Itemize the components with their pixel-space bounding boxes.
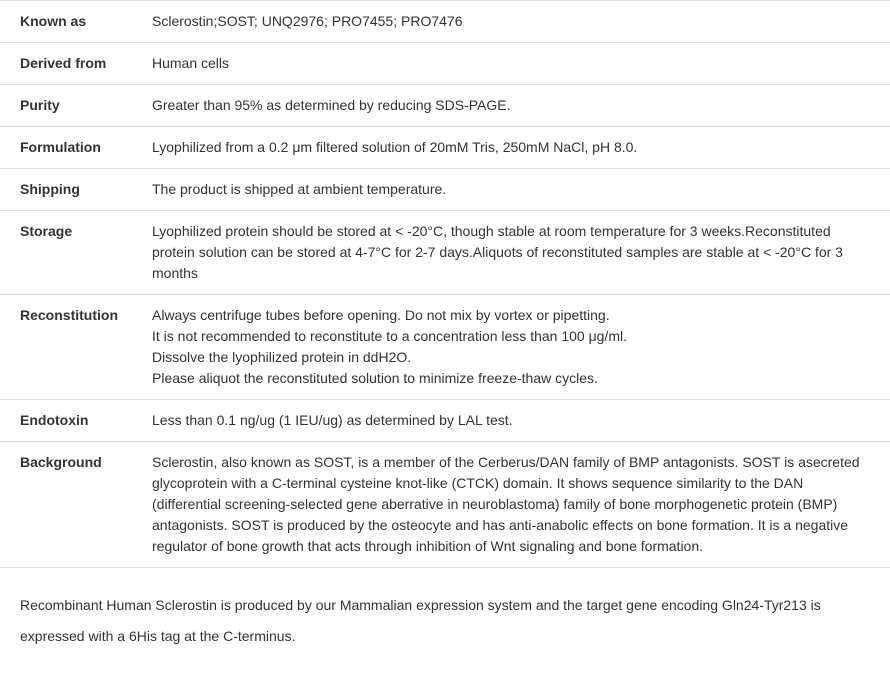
table-row: Derived fromHuman cells xyxy=(0,43,890,85)
value-line: Dissolve the lyophilized protein in ddH2… xyxy=(152,347,870,368)
table-row: BackgroundSclerostin, also known as SOST… xyxy=(0,442,890,568)
row-label: Derived from xyxy=(0,43,132,85)
row-value: Human cells xyxy=(132,43,890,85)
table-row: StorageLyophilized protein should be sto… xyxy=(0,211,890,295)
spec-table: Known asSclerostin;SOST; UNQ2976; PRO745… xyxy=(0,0,890,568)
table-row: PurityGreater than 95% as determined by … xyxy=(0,85,890,127)
row-label: Storage xyxy=(0,211,132,295)
row-value: Sclerostin;SOST; UNQ2976; PRO7455; PRO74… xyxy=(132,1,890,43)
row-label: Reconstitution xyxy=(0,295,132,400)
row-value: The product is shipped at ambient temper… xyxy=(132,169,890,211)
value-line: Please aliquot the reconstituted solutio… xyxy=(152,368,870,389)
table-row: EndotoxinLess than 0.1 ng/ug (1 IEU/ug) … xyxy=(0,400,890,442)
table-row: ShippingThe product is shipped at ambien… xyxy=(0,169,890,211)
row-value: Always centrifuge tubes before opening. … xyxy=(132,295,890,400)
row-label: Background xyxy=(0,442,132,568)
footer-description: Recombinant Human Sclerostin is produced… xyxy=(0,568,890,652)
row-label: Formulation xyxy=(0,127,132,169)
row-value: Greater than 95% as determined by reduci… xyxy=(132,85,890,127)
row-label: Endotoxin xyxy=(0,400,132,442)
spec-table-body: Known asSclerostin;SOST; UNQ2976; PRO745… xyxy=(0,1,890,568)
table-row: Known asSclerostin;SOST; UNQ2976; PRO745… xyxy=(0,1,890,43)
value-line: Always centrifuge tubes before opening. … xyxy=(152,305,870,326)
table-row: FormulationLyophilized from a 0.2 μm fil… xyxy=(0,127,890,169)
value-line: It is not recommended to reconstitute to… xyxy=(152,326,870,347)
table-row: Reconstitution Always centrifuge tubes be… xyxy=(0,295,890,400)
row-label: Known as xyxy=(0,1,132,43)
row-label: Shipping xyxy=(0,169,132,211)
row-value: Lyophilized protein should be stored at … xyxy=(132,211,890,295)
row-label: Purity xyxy=(0,85,132,127)
row-value: Less than 0.1 ng/ug (1 IEU/ug) as determ… xyxy=(132,400,890,442)
row-value: Lyophilized from a 0.2 μm filtered solut… xyxy=(132,127,890,169)
row-value: Sclerostin, also known as SOST, is a mem… xyxy=(132,442,890,568)
